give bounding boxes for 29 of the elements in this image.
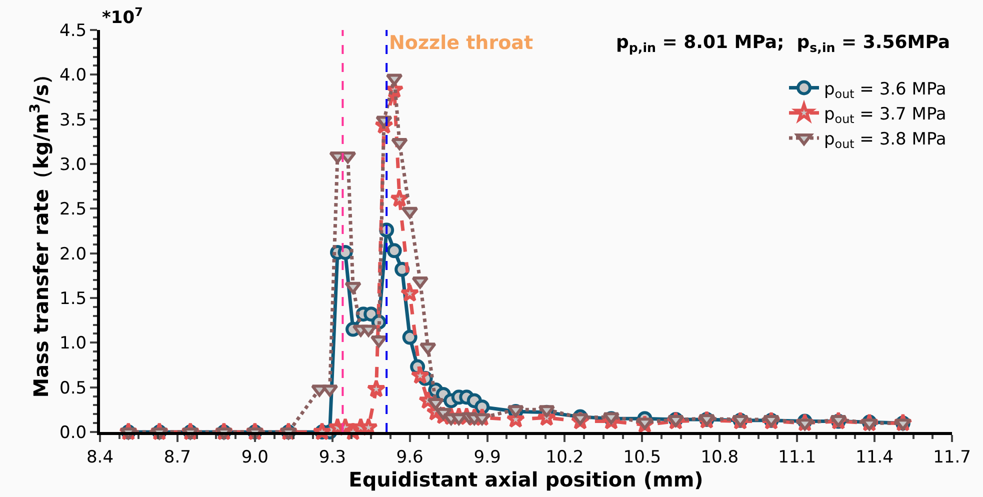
x-tick-label: 9.3 bbox=[318, 447, 346, 468]
x-tick-label: 8.4 bbox=[86, 447, 114, 468]
text: *10$^{7}$ bbox=[102, 5, 143, 28]
x-tick-label: 10.5 bbox=[623, 447, 662, 468]
legend-label: p$_{out}$ = 3.6 MPa bbox=[824, 79, 946, 101]
y-tick-label: 1.0 bbox=[60, 334, 87, 354]
x-tick-label: 10.2 bbox=[546, 447, 584, 468]
y-tick-label: 4.5 bbox=[60, 20, 87, 41]
annotation: p$_{p,in}$ = 8.01 MPa; p$_{s,in}$ = 3.56MPa bbox=[616, 32, 950, 55]
y-tick-label: 3.0 bbox=[60, 154, 87, 175]
y-tick-label: 4.0 bbox=[60, 66, 87, 86]
x-tick-label: 9.0 bbox=[241, 447, 268, 468]
legend-label: p$_{out}$ = 3.7 MPa bbox=[824, 104, 946, 126]
y-tick-label: 0.0 bbox=[60, 422, 87, 443]
y-tick-label: 1.5 bbox=[60, 288, 87, 309]
x-tick-label: 10.8 bbox=[700, 447, 739, 468]
y-tick-label: 2.5 bbox=[60, 200, 87, 220]
y-tick-label: 3.5 bbox=[60, 110, 87, 130]
y-tick-label: 0.5 bbox=[60, 378, 87, 398]
x-tick-label: 9.6 bbox=[396, 447, 424, 468]
ref-line-label: Nozzle throat bbox=[389, 32, 534, 54]
x-tick-label: 8.7 bbox=[164, 447, 191, 468]
legend-label: p$_{out}$ = 3.8 MPa bbox=[824, 130, 946, 152]
x-tick-label: 9.9 bbox=[474, 447, 501, 468]
x-tick-label: 11.4 bbox=[856, 447, 894, 468]
x-axis-title: Equidistant axial position (mm) bbox=[348, 467, 704, 492]
x-tick-label: 11.7 bbox=[933, 447, 971, 468]
y-tick-label: 2.0 bbox=[60, 244, 87, 264]
x-tick-label: 11.1 bbox=[778, 447, 816, 468]
